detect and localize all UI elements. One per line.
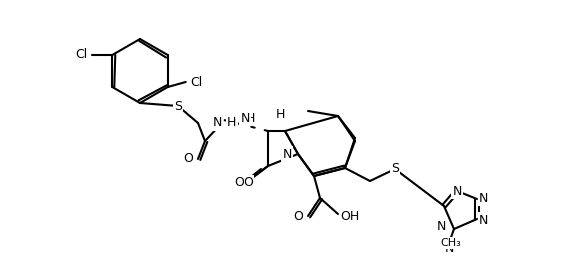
- Text: N: N: [444, 243, 454, 256]
- Text: N: N: [452, 185, 462, 198]
- Text: O: O: [183, 152, 193, 165]
- Text: OH: OH: [340, 210, 359, 222]
- Text: Cl: Cl: [191, 76, 203, 89]
- Text: S: S: [174, 99, 182, 113]
- Text: N: N: [479, 214, 488, 227]
- Text: CH₃: CH₃: [440, 238, 461, 248]
- Text: N: N: [436, 221, 446, 234]
- Text: N: N: [479, 192, 488, 205]
- Text: O: O: [243, 177, 253, 189]
- Text: O: O: [234, 177, 244, 189]
- Text: S: S: [391, 163, 399, 176]
- Text: H: H: [227, 117, 237, 130]
- Text: N: N: [241, 111, 250, 124]
- Text: H: H: [246, 111, 255, 124]
- Text: Cl: Cl: [75, 48, 87, 61]
- Text: S: S: [391, 163, 399, 176]
- Text: N: N: [213, 117, 222, 130]
- Text: H: H: [275, 108, 285, 121]
- Text: O: O: [293, 210, 303, 222]
- Text: N: N: [282, 148, 292, 160]
